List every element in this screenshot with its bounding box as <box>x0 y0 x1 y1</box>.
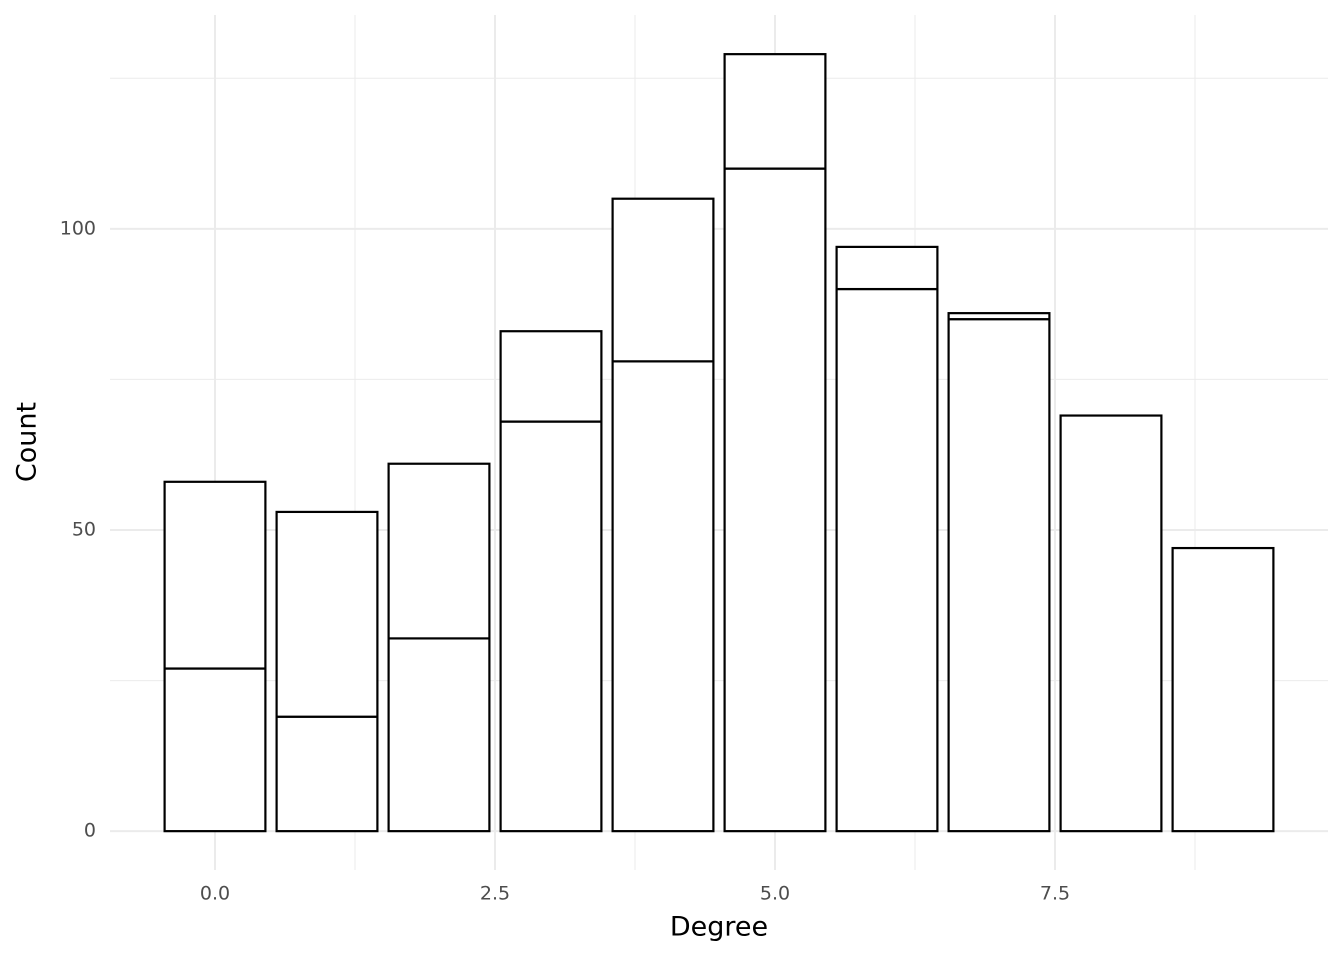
bar <box>387 637 491 833</box>
y-tick-label: 100 <box>60 217 96 239</box>
bar <box>723 167 827 833</box>
bar <box>275 510 379 718</box>
bar <box>275 715 379 833</box>
bar <box>947 318 1051 833</box>
bar <box>163 667 267 833</box>
bar <box>835 287 939 833</box>
x-tick-label: 5.0 <box>760 883 790 905</box>
bar <box>499 330 603 423</box>
bar <box>387 462 491 640</box>
y-axis-title: Count <box>12 402 43 482</box>
x-tick-label: 2.5 <box>480 883 510 905</box>
bar <box>499 420 603 833</box>
bar <box>835 245 939 291</box>
x-tick-label: 0.0 <box>200 883 230 905</box>
bar <box>611 197 715 363</box>
bar <box>1059 414 1163 833</box>
bar <box>1171 546 1275 833</box>
y-tick-label: 50 <box>72 518 96 540</box>
x-axis-title: Degree <box>670 912 768 943</box>
bar <box>723 53 827 170</box>
x-tick-label: 7.5 <box>1040 883 1070 905</box>
bar <box>163 480 267 670</box>
bar <box>611 360 715 833</box>
y-tick-label: 0 <box>84 820 96 842</box>
bar <box>947 312 1051 321</box>
